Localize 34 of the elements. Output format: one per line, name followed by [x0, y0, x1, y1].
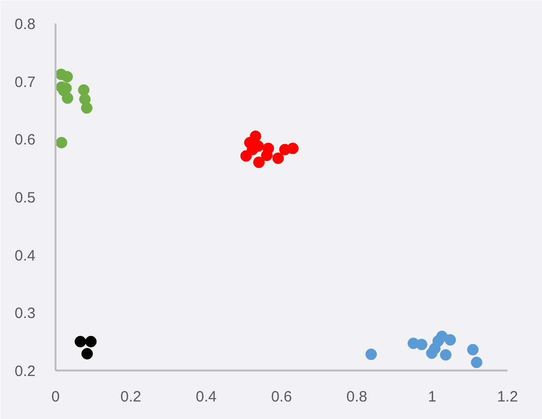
point	[261, 150, 273, 162]
point	[85, 336, 97, 348]
point	[56, 136, 68, 148]
point	[416, 338, 428, 350]
point	[444, 334, 456, 346]
y-tick-label: 0.2	[14, 363, 36, 380]
point	[440, 349, 452, 361]
point	[78, 84, 90, 96]
point	[467, 344, 479, 356]
x-tick-label: 0.4	[196, 388, 217, 406]
point	[287, 142, 299, 154]
y-tick-label: 0.5	[14, 190, 36, 206]
y-tick-label: 0.6	[14, 132, 36, 149]
x-tick-label: 0.8	[346, 388, 368, 406]
x-tick-label: 0.6	[271, 388, 292, 406]
point	[272, 152, 284, 164]
point	[470, 356, 482, 368]
x-tick-label: 0	[51, 388, 60, 406]
point	[74, 336, 86, 348]
point	[81, 102, 93, 114]
y-tick-label: 0.7	[14, 74, 36, 91]
x-tick-label: 0.2	[120, 388, 142, 406]
x-tick-label: 1	[428, 388, 436, 406]
point	[61, 70, 73, 82]
point	[81, 348, 93, 360]
point	[253, 156, 265, 168]
y-tick-label: 0.4	[14, 247, 36, 264]
y-tick-label: 0.8	[14, 16, 36, 33]
y-tick-label: 0.3	[14, 305, 36, 322]
point	[62, 92, 74, 104]
point	[426, 347, 438, 359]
point	[365, 348, 377, 360]
x-tick-label: 1.2	[497, 388, 518, 406]
point	[240, 150, 252, 162]
